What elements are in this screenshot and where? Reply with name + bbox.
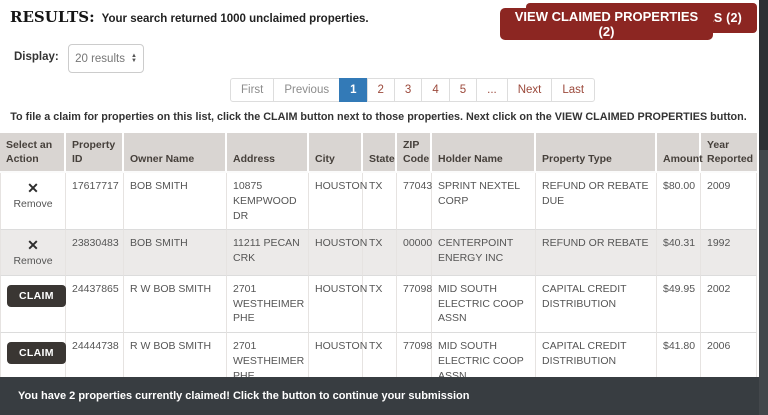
cell-property-id: 24437865: [66, 276, 124, 334]
results-summary: RESULTS: Your search returned 1000 uncla…: [10, 8, 369, 26]
page-button-1[interactable]: 1: [339, 78, 368, 102]
cell-action: ✕ Remove: [0, 230, 66, 277]
cell-address: 10875 KEMPWOOD DR: [227, 173, 309, 231]
table-row: ✕ Remove 17617717 BOB SMITH 10875 KEMPWOOD D…: [0, 173, 757, 231]
table-row: CLAIM 24437865 R W BOB SMITH 2701 WESTHEIME…: [0, 276, 757, 334]
cell-owner: BOB SMITH: [124, 230, 227, 277]
results-heading: RESULTS:: [10, 8, 95, 26]
page-button-next[interactable]: Next: [506, 78, 553, 102]
remove-button[interactable]: ✕ Remove: [13, 236, 52, 269]
remove-button[interactable]: ✕ Remove: [13, 179, 52, 212]
cell-property-type: REFUND OR REBATE: [536, 230, 657, 277]
cell-property-id: 23830483: [66, 230, 124, 277]
cell-city: HOUSTON: [309, 230, 367, 277]
cell-year: 1992: [701, 230, 757, 277]
remove-label: Remove: [13, 255, 53, 268]
cell-property-id: 17617717: [66, 173, 124, 231]
table-row: ✕ Remove 23830483 BOB SMITH 11211 PECAN CRK H…: [0, 230, 757, 277]
column-header-address: Address: [227, 133, 309, 174]
pagination: First Previous 1 2 3 4 5... Next Last: [230, 78, 596, 102]
scrollbar[interactable]: [759, 0, 768, 415]
results-per-page-select[interactable]: 20 results ▲ ▼: [68, 44, 144, 73]
display-label: Display:: [14, 51, 59, 63]
cell-holder: CENTERPOINT ENERGY INC: [432, 230, 536, 277]
view-claimed-properties-button-bottom[interactable]: VIEW CLAIMED PROPERTIES (2): [500, 8, 713, 40]
column-header-year-reported: Year Reported: [701, 133, 757, 174]
cell-state: TX: [363, 276, 397, 334]
cell-amount: $40.31: [657, 230, 701, 277]
cell-holder: SPRINT NEXTEL CORP: [432, 173, 536, 231]
footer-claimed-message: You have 2 properties currently claimed!…: [18, 390, 470, 402]
cell-amount: $80.00: [657, 173, 701, 231]
cell-year: 2002: [701, 276, 757, 334]
remove-x-icon: ✕: [27, 237, 39, 254]
page-button-previous: Previous: [273, 78, 341, 102]
column-header-state: State: [363, 133, 397, 174]
cell-state: TX: [363, 173, 397, 231]
results-per-page-value: 20 results: [75, 52, 125, 65]
table-header-row: Select an Action Property ID Owner Name Add…: [0, 133, 757, 174]
claimed-footer-bar: You have 2 properties currently claimed!…: [0, 377, 768, 415]
column-header-select-an-action: Select an Action: [0, 133, 66, 174]
cell-zip: 77043: [397, 173, 432, 231]
cell-property-type: REFUND OR REBATE DUE: [536, 173, 657, 231]
column-header-city: City: [309, 133, 363, 174]
results-count-text: Your search returned 1000 unclaimed prop…: [101, 13, 369, 25]
remove-label: Remove: [13, 198, 53, 211]
cell-owner: R W BOB SMITH: [124, 276, 227, 334]
cell-amount: $49.95: [657, 276, 701, 334]
cell-address: 2701 WESTHEIMER PHE: [227, 276, 309, 334]
claim-button[interactable]: CLAIM: [7, 342, 66, 365]
page-button-2[interactable]: 2: [366, 78, 395, 102]
page-button-[interactable]: ...: [476, 78, 508, 102]
column-header-amount: Amount: [657, 133, 703, 174]
cell-action: ✕ Remove: [0, 173, 66, 231]
claim-instruction-text: To file a claim for properties on this l…: [10, 111, 747, 123]
page-button-4[interactable]: 4: [421, 78, 450, 102]
cell-action: CLAIM: [0, 276, 66, 334]
cell-city: HOUSTON: [309, 173, 367, 231]
remove-x-icon: ✕: [27, 180, 39, 197]
page-button-last[interactable]: Last: [551, 78, 596, 102]
cell-property-type: CAPITAL CREDIT DISTRIBUTION: [536, 276, 657, 334]
column-header-zip-code: ZIP Code: [397, 133, 432, 174]
cell-state: TX: [363, 230, 397, 277]
column-header-owner-name: Owner Name: [124, 133, 227, 174]
column-header-holder-name: Holder Name: [432, 133, 536, 174]
cell-zip: 77098: [397, 276, 432, 334]
cell-holder: MID SOUTH ELECTRIC COOP ASSN: [432, 276, 536, 334]
column-header-property-type: Property Type: [536, 133, 657, 174]
cell-address: 11211 PECAN CRK: [227, 230, 309, 277]
cell-owner: BOB SMITH: [124, 173, 227, 231]
scrollbar-thumb[interactable]: [759, 0, 768, 150]
cell-city: HOUSTON: [309, 276, 367, 334]
select-updown-icon: ▲ ▼: [130, 52, 137, 64]
page-button-first: First: [230, 78, 275, 102]
cell-year: 2009: [701, 173, 757, 231]
page-button-3[interactable]: 3: [393, 78, 423, 102]
column-header-property-id: Property ID: [66, 133, 124, 174]
results-table: Select an Action Property ID Owner Name Add…: [0, 133, 757, 415]
claim-button[interactable]: CLAIM: [7, 285, 66, 308]
cell-zip: 00000: [397, 230, 432, 277]
page-button-5[interactable]: 5: [448, 78, 478, 102]
